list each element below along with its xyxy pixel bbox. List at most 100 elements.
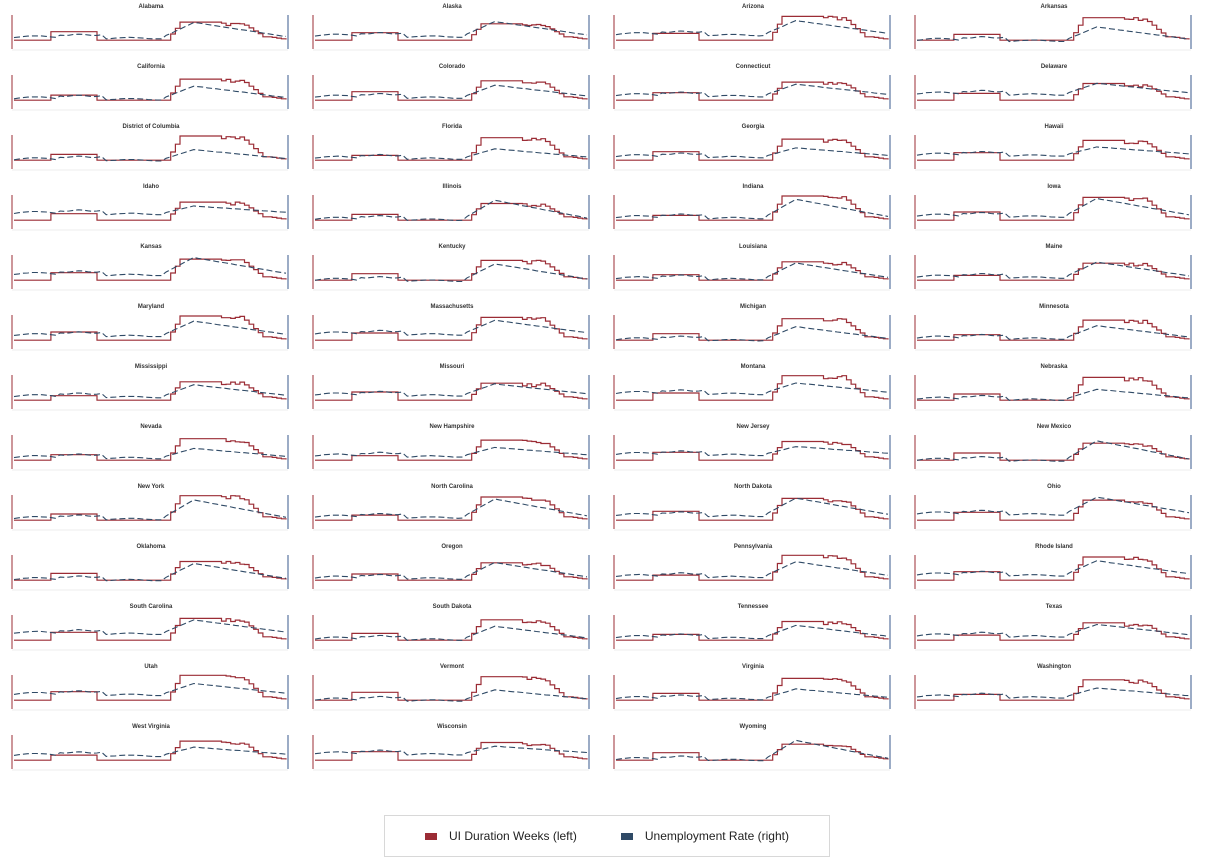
- series-ui-duration: [315, 23, 588, 41]
- panel-north-dakota: North Dakota: [610, 484, 896, 542]
- panel-plot: [914, 555, 1192, 591]
- panel-kansas: Kansas: [8, 244, 294, 302]
- panel-title: Ohio: [1047, 484, 1061, 490]
- panel-plot: [613, 675, 891, 711]
- panel-oklahoma: Oklahoma: [8, 544, 294, 602]
- panel-title: California: [137, 64, 165, 70]
- panel-title: Rhode Island: [1035, 544, 1073, 550]
- series-unemployment-rate: [615, 497, 889, 518]
- panel-plot: [11, 135, 289, 171]
- panel-maryland: Maryland: [8, 304, 294, 362]
- panel-new-york: New York: [8, 484, 294, 542]
- legend-item-ui-duration: UI Duration Weeks (left): [425, 829, 577, 843]
- panel-south-carolina: South Carolina: [8, 604, 294, 662]
- series-ui-duration: [315, 316, 588, 341]
- panel-montana: Montana: [610, 364, 896, 422]
- series-unemployment-rate: [314, 319, 588, 336]
- series-unemployment-rate: [13, 619, 287, 635]
- panel-plot: [11, 555, 289, 591]
- series-unemployment-rate: [13, 499, 287, 521]
- series-ui-duration: [14, 495, 287, 521]
- panel-plot: [312, 435, 590, 471]
- panel-utah: Utah: [8, 664, 294, 722]
- panel-oregon: Oregon: [309, 544, 595, 602]
- panel-title: Kentucky: [438, 244, 466, 250]
- series-unemployment-rate: [314, 561, 588, 580]
- panel-title: Maryland: [137, 304, 165, 310]
- panel-title: Maine: [1045, 244, 1063, 250]
- series-ui-duration: [315, 619, 588, 641]
- series-ui-duration: [315, 676, 588, 701]
- series-ui-duration: [14, 78, 287, 101]
- panel-title: Illinois: [442, 184, 462, 190]
- panel-title: Idaho: [143, 184, 159, 190]
- panel-plot: [914, 675, 1192, 711]
- series-unemployment-rate: [916, 82, 1190, 96]
- series-unemployment-rate: [916, 560, 1190, 577]
- series-ui-duration: [917, 442, 1190, 461]
- series-ui-duration: [315, 80, 588, 101]
- panel-idaho: Idaho: [8, 184, 294, 242]
- series-ui-duration: [917, 556, 1190, 581]
- legend-swatch-ui-duration: [425, 832, 438, 840]
- panel-louisiana: Louisiana: [610, 244, 896, 302]
- panel-plot: [312, 615, 590, 651]
- panel-hawaii: Hawaii: [911, 124, 1197, 182]
- series-unemployment-rate: [916, 440, 1190, 462]
- series-unemployment-rate: [615, 624, 889, 640]
- panel-wisconsin: Wisconsin: [309, 724, 595, 782]
- series-ui-duration: [616, 138, 889, 161]
- panel-title: Colorado: [438, 64, 466, 70]
- panel-texas: Texas: [911, 604, 1197, 662]
- panel-title: New Hampshire: [429, 424, 475, 430]
- panel-district-of-columbia: District of Columbia: [8, 124, 294, 182]
- panel-new-hampshire: New Hampshire: [309, 424, 595, 482]
- series-ui-duration: [14, 617, 287, 641]
- panel-title: Missouri: [439, 364, 465, 370]
- panel-connecticut: Connecticut: [610, 64, 896, 122]
- panel-south-dakota: South Dakota: [309, 604, 595, 662]
- series-unemployment-rate: [314, 689, 588, 702]
- panel-plot: [613, 315, 891, 351]
- series-ui-duration: [616, 677, 889, 701]
- panel-title: Arkansas: [1040, 4, 1068, 10]
- panel-iowa: Iowa: [911, 184, 1197, 242]
- panel-plot: [613, 554, 891, 591]
- panel-colorado: Colorado: [309, 64, 595, 122]
- panel-arkansas: Arkansas: [911, 4, 1197, 62]
- series-unemployment-rate: [314, 498, 588, 519]
- series-ui-duration: [14, 560, 287, 581]
- legend-label-ui-duration: UI Duration Weeks (left): [449, 829, 577, 843]
- panel-title: Alaska: [442, 4, 462, 10]
- series-ui-duration: [917, 622, 1190, 641]
- panel-title: New Mexico: [1036, 424, 1072, 430]
- series-ui-duration: [315, 439, 588, 461]
- panel-title: Montana: [740, 364, 766, 370]
- panel-plot: [914, 195, 1192, 231]
- series-ui-duration: [917, 82, 1190, 101]
- panel-plot: [11, 255, 289, 291]
- panel-title: Michigan: [739, 304, 766, 310]
- series-ui-duration: [917, 376, 1190, 401]
- panel-title: Minnesota: [1039, 304, 1069, 310]
- panel-title: Texas: [1045, 604, 1063, 610]
- series-ui-duration: [315, 259, 588, 281]
- panel-wyoming: Wyoming: [610, 724, 896, 782]
- panel-title: Washington: [1036, 664, 1072, 670]
- series-ui-duration: [14, 135, 287, 161]
- series-unemployment-rate: [314, 148, 588, 160]
- series-unemployment-rate: [916, 146, 1190, 157]
- series-ui-duration: [315, 382, 588, 401]
- panel-plot: [914, 15, 1192, 51]
- panel-title: Hawaii: [1044, 124, 1064, 130]
- panel-title: New Jersey: [736, 424, 770, 430]
- panel-plot: [11, 195, 289, 231]
- panel-plot: [613, 15, 891, 51]
- series-ui-duration: [315, 137, 588, 161]
- legend-swatch-unemployment: [620, 832, 633, 840]
- series-ui-duration: [14, 201, 287, 221]
- series-ui-duration: [14, 740, 287, 761]
- panel-title: Connecticut: [735, 64, 771, 70]
- series-unemployment-rate: [13, 21, 287, 40]
- series-unemployment-rate: [13, 320, 287, 338]
